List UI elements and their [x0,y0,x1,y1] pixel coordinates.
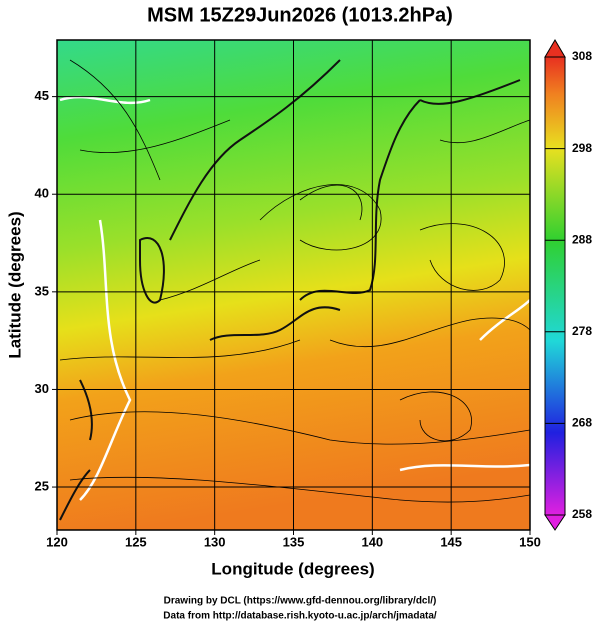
colorbar-top-extension [544,39,566,58]
x-tick-label: 145 [440,534,462,549]
colorbar-tick-label: 308 [572,49,592,63]
x-tick-label: 135 [283,534,305,549]
x-tick-label: 120 [46,534,68,549]
x-tick-label: 130 [204,534,226,549]
x-tick-label: 140 [361,534,383,549]
streamlines [59,59,530,503]
y-tick-label: 35 [35,283,49,298]
colorbar-tick-label: 258 [572,507,592,521]
y-axis-label: Latitude (degrees) [5,211,24,358]
footer-line: Data from http://database.rish.kyoto-u.a… [163,611,437,622]
x-tick-label: 125 [125,534,147,549]
x-tick-label: 150 [519,534,541,549]
colorbar-tick-label: 288 [572,232,592,246]
colorbar-tick-label: 268 [572,416,592,430]
title: MSM 15Z29Jun2026 (1013.2hPa) [147,4,453,26]
y-tick-label: 25 [35,478,49,493]
colorbar-bottom-extension [544,514,566,531]
colorbar-tick-label: 278 [572,324,592,338]
footer-line: Drawing by DCL (https://www.gfd-dennou.o… [164,596,437,607]
x-axis-label: Longitude (degrees) [211,559,374,578]
contours [59,95,530,501]
y-tick-label: 45 [35,88,49,103]
colorbar [544,56,566,516]
y-tick-label: 40 [35,186,49,201]
colorbar-tick-label: 298 [572,141,592,155]
y-tick-label: 30 [35,381,49,396]
